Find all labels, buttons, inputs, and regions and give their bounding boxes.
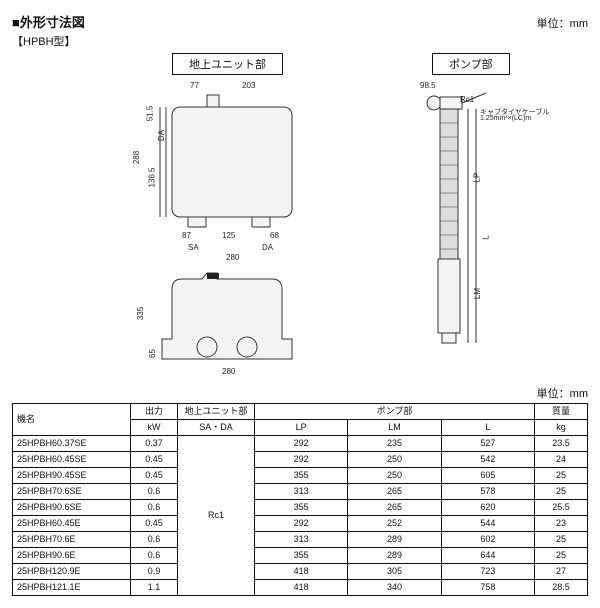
th-mass: 質量 — [535, 404, 588, 420]
dim-136-5: 136.5 — [148, 167, 157, 187]
table-row: 25HPBH90.6SE0.635526562025.5 — [13, 500, 588, 516]
dim-98-5: 98.5 — [420, 81, 436, 90]
table-row: 25HPBH120.9E0.941830572327 — [13, 564, 588, 580]
table-row: 25HPBH121.1E1.141834075828.5 — [13, 580, 588, 596]
pump-drawing — [416, 83, 526, 363]
th-model: 機名 — [13, 404, 131, 436]
dim-68: 68 — [270, 231, 279, 240]
dim-sa: SA — [188, 243, 199, 252]
rc1-label: Rc1 — [460, 95, 474, 104]
dim-77: 77 — [190, 81, 199, 90]
unit-label-table: 単位：mm — [12, 385, 588, 401]
table-row: 25HPBH70.6E0.631328960225 — [13, 532, 588, 548]
dim-280-bot: 280 — [222, 367, 235, 376]
dim-280-top: 280 — [226, 253, 239, 262]
dim-l: L — [482, 235, 491, 239]
table-row: 25HPBH60.45SE0.4529225054224 — [13, 452, 588, 468]
dim-335: 335 — [136, 307, 145, 320]
th-pump: ポンプ部 — [255, 404, 535, 420]
th-lp: LP — [255, 420, 348, 436]
table-row: 25HPBH90.45SE0.4535525060525 — [13, 468, 588, 484]
tank-side-drawing — [152, 269, 312, 379]
unit-label-top: 単位：mm — [537, 15, 588, 31]
table-row: 25HPBH60.37SE0.37Rc129223552723.5 — [13, 436, 588, 452]
model-type-label: 【HPBH型】 — [12, 33, 588, 49]
diagram-area: 地上ユニット部 ポンプ部 77 203 51.5 136.5 288 DA 87… — [12, 53, 588, 383]
th-kw: 出力 — [131, 404, 178, 420]
table-row: 25HPBH60.45E0.4529225254423 — [13, 516, 588, 532]
pump-section-label: ポンプ部 — [432, 53, 510, 75]
dimension-table: 機名 出力 地上ユニット部 ポンプ部 質量 kW SA・DA LP LM L k… — [12, 403, 588, 596]
dim-side-da: DA — [157, 130, 166, 141]
cable-spec-label: 1.25mm²×(LC)m — [480, 115, 531, 122]
dim-203: 203 — [242, 81, 255, 90]
table-row: 25HPBH70.6SE0.631326557825 — [13, 484, 588, 500]
dim-lp: LP — [472, 173, 481, 183]
top-unit-drawing — [152, 89, 312, 229]
th-sa-da: SA・DA — [178, 420, 255, 436]
dim-lm: LM — [473, 288, 482, 299]
dim-288: 288 — [132, 151, 141, 164]
dim-51-5: 51.5 — [145, 106, 154, 122]
page-title: ■外形寸法図 — [12, 12, 85, 31]
th-mass-sub: kg — [535, 420, 588, 436]
th-lm: LM — [348, 420, 441, 436]
dim-da: DA — [262, 243, 273, 252]
table-row: 25HPBH90.6E0.635528964425 — [13, 548, 588, 564]
th-kw-sub: kW — [131, 420, 178, 436]
dim-65: 65 — [148, 349, 157, 358]
dim-125: 125 — [222, 231, 235, 240]
th-l: L — [441, 420, 534, 436]
th-ground: 地上ユニット部 — [178, 404, 255, 420]
dim-87: 87 — [182, 231, 191, 240]
ground-unit-label: 地上ユニット部 — [172, 53, 283, 75]
